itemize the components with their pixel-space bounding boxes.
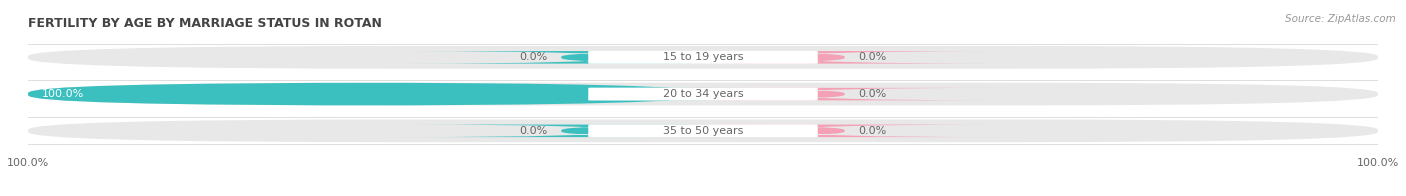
FancyBboxPatch shape: [28, 83, 1378, 105]
FancyBboxPatch shape: [401, 125, 769, 137]
Text: Source: ZipAtlas.com: Source: ZipAtlas.com: [1285, 14, 1396, 24]
Text: 0.0%: 0.0%: [520, 126, 548, 136]
Text: FERTILITY BY AGE BY MARRIAGE STATUS IN ROTAN: FERTILITY BY AGE BY MARRIAGE STATUS IN R…: [28, 17, 382, 30]
FancyBboxPatch shape: [401, 51, 769, 64]
Text: 100.0%: 100.0%: [42, 89, 84, 99]
FancyBboxPatch shape: [637, 125, 1005, 137]
FancyBboxPatch shape: [588, 88, 818, 101]
Text: 35 to 50 years: 35 to 50 years: [662, 126, 744, 136]
FancyBboxPatch shape: [588, 51, 818, 64]
FancyBboxPatch shape: [28, 83, 703, 105]
FancyBboxPatch shape: [637, 51, 1005, 64]
Text: 20 to 34 years: 20 to 34 years: [662, 89, 744, 99]
FancyBboxPatch shape: [637, 88, 1005, 100]
FancyBboxPatch shape: [28, 119, 1378, 142]
Text: 0.0%: 0.0%: [858, 52, 886, 62]
FancyBboxPatch shape: [28, 46, 1378, 69]
FancyBboxPatch shape: [588, 124, 818, 137]
FancyBboxPatch shape: [401, 88, 769, 100]
Text: 0.0%: 0.0%: [858, 89, 886, 99]
Text: 15 to 19 years: 15 to 19 years: [662, 52, 744, 62]
Text: 0.0%: 0.0%: [858, 126, 886, 136]
Legend: Married, Unmarried: Married, Unmarried: [617, 193, 789, 196]
Text: 0.0%: 0.0%: [520, 52, 548, 62]
